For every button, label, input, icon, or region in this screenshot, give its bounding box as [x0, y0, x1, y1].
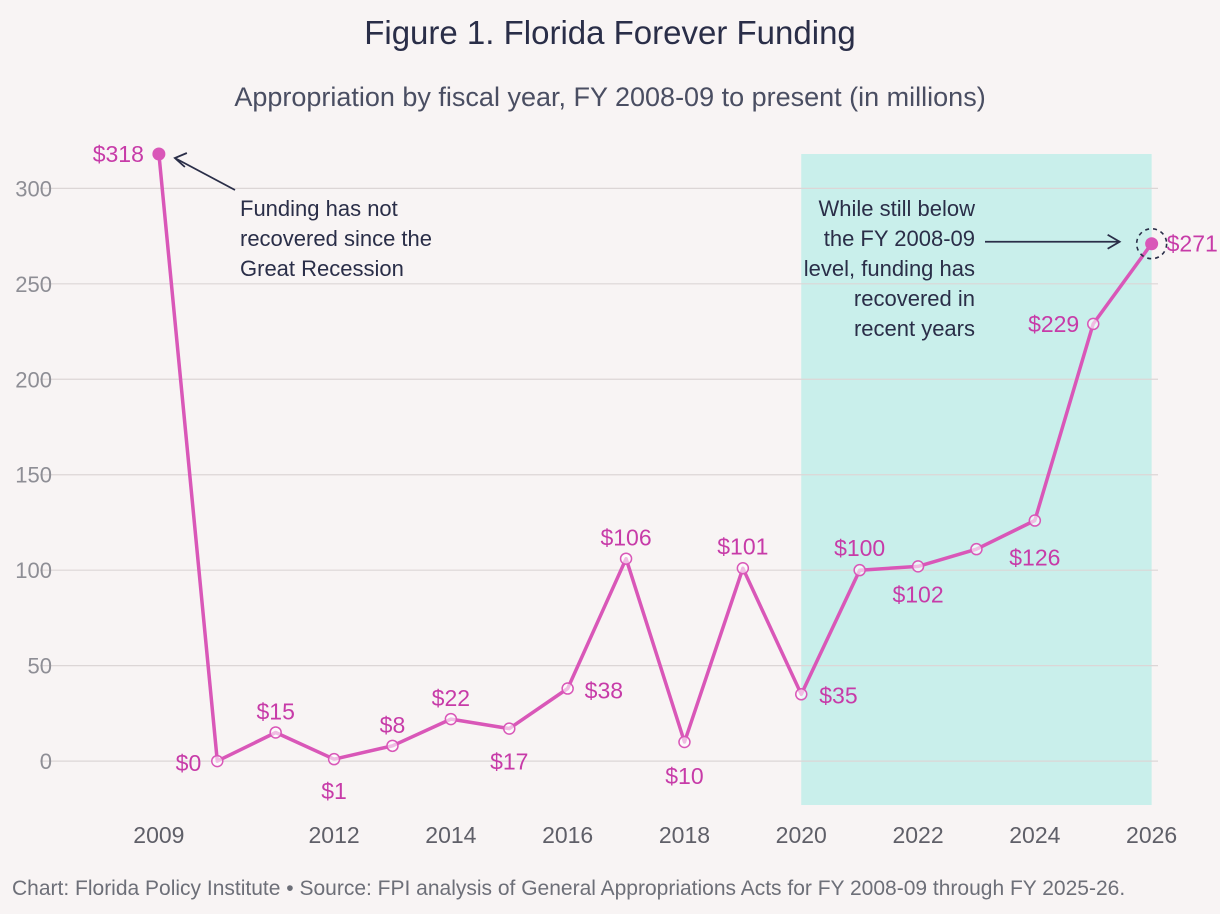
annotation-text: While still below [819, 196, 976, 221]
data-point [327, 752, 341, 766]
y-axis-ticks: 0 50 100 150 200 250 300 [15, 176, 52, 774]
data-point [561, 682, 574, 695]
data-point [970, 542, 983, 556]
annotation-text: Funding has not [240, 196, 398, 221]
data-label: $10 [665, 763, 703, 789]
x-axis-ticks: 2009 2012 2014 2016 2018 2020 2022 2024 2026 [133, 822, 1177, 848]
x-tick-label: 2009 [133, 822, 184, 848]
data-point [269, 726, 282, 739]
data-point [678, 735, 691, 749]
annotation-arrowhead [173, 152, 188, 168]
annotation-arrow [174, 157, 236, 191]
x-tick-label: 2016 [542, 822, 593, 848]
y-tick-label: 100 [15, 558, 52, 583]
data-point [1145, 237, 1159, 251]
chart-subtitle: Appropriation by fiscal year, FY 2008-09… [234, 82, 986, 112]
chart-title: Figure 1. Florida Forever Funding [364, 14, 856, 51]
y-tick-label: 200 [15, 367, 52, 392]
data-label: $229 [1028, 311, 1079, 337]
data-point [503, 722, 516, 735]
annotation-text: the FY 2008-09 [824, 226, 975, 251]
data-label: $35 [819, 682, 857, 708]
x-tick-label: 2014 [425, 822, 476, 848]
data-label: $100 [834, 535, 885, 561]
data-label: $102 [892, 581, 943, 607]
data-label: $15 [256, 698, 294, 724]
data-labels: $318 $0 $15 $1 $8 $22 $17 $38 $106 $10 $101 $35 $100… [93, 141, 1218, 804]
data-label: $17 [490, 749, 528, 775]
x-tick-label: 2020 [776, 822, 827, 848]
y-tick-label: 150 [15, 463, 52, 488]
data-label: $106 [600, 525, 651, 551]
x-tick-label: 2024 [1009, 822, 1060, 848]
annotation-text: Great Recession [240, 256, 404, 281]
data-point [795, 688, 808, 701]
x-tick-label: 2022 [892, 822, 943, 848]
grid-lines [40, 187, 1158, 762]
annotation-text: recovered since the [240, 226, 432, 251]
y-tick-label: 50 [28, 654, 52, 679]
data-label: $271 [1167, 231, 1218, 257]
annotation-text: recovered in [854, 286, 975, 311]
x-tick-label: 2026 [1126, 822, 1177, 848]
data-point [619, 552, 633, 565]
annotation-arrowhead [1107, 233, 1122, 250]
data-label: $22 [432, 685, 470, 711]
annotations: Funding has not recovered since the Great … [173, 152, 1122, 341]
data-label: $101 [717, 533, 768, 559]
data-point [736, 562, 750, 575]
data-point [911, 560, 925, 573]
data-point [853, 563, 866, 577]
data-point [1028, 514, 1042, 527]
x-tick-label: 2018 [659, 822, 710, 848]
annotation-text: level, funding has [804, 256, 975, 281]
data-point [1086, 317, 1100, 331]
y-tick-label: 250 [15, 272, 52, 297]
data-label: $1 [321, 778, 347, 804]
data-point [444, 712, 458, 726]
data-label: $126 [1009, 545, 1060, 571]
data-point [152, 147, 166, 161]
chart-source: Chart: Florida Policy Institute • Source… [12, 877, 1126, 900]
y-tick-label: 300 [15, 176, 52, 201]
y-tick-label: 0 [40, 749, 52, 774]
data-point [386, 739, 399, 753]
annotation-text: recent years [854, 316, 975, 341]
x-tick-label: 2012 [308, 822, 359, 848]
data-points [152, 147, 1168, 768]
data-point [211, 754, 224, 768]
data-label: $318 [93, 141, 144, 167]
data-label: $38 [585, 678, 623, 704]
series-line [157, 153, 1154, 763]
data-label: $0 [176, 750, 202, 776]
data-label: $8 [380, 712, 406, 738]
highlight-region [801, 154, 1152, 805]
